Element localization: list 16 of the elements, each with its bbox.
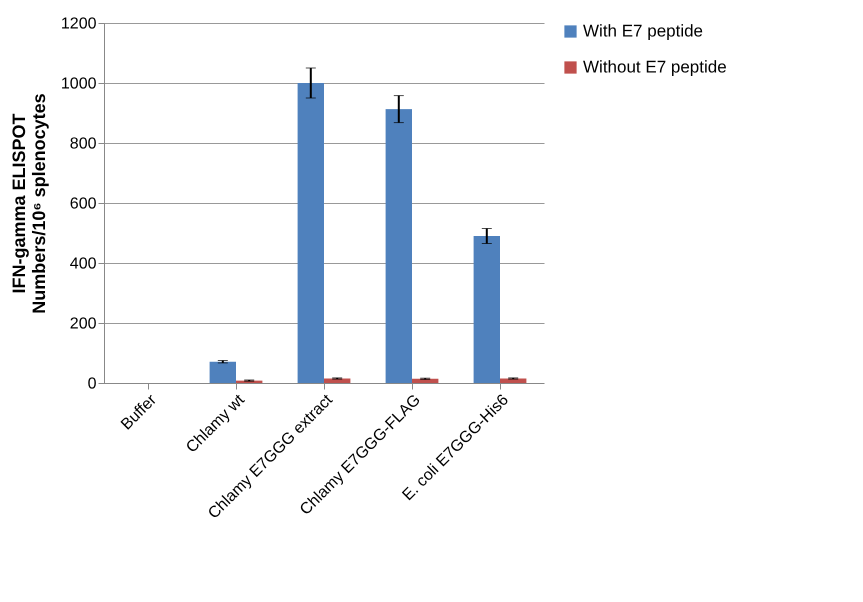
y-tick-label: 800	[70, 136, 97, 152]
bar	[210, 362, 236, 383]
bar	[474, 236, 500, 383]
y-tick-label: 1000	[60, 76, 97, 92]
y-tick-label: 200	[70, 316, 97, 332]
y-tick-label: 600	[70, 196, 97, 212]
bar	[386, 109, 412, 383]
bar	[500, 378, 526, 383]
legend-label: Without E7 peptide	[583, 58, 727, 76]
y-tick-label: 400	[70, 256, 97, 272]
y-axis-title: IFN-gamma ELISPOT Numbers/10⁶ splenocytes	[8, 93, 49, 314]
legend-label: With E7 peptide	[583, 22, 704, 40]
y-tick-label: 1200	[60, 16, 97, 32]
y-tick-label: 0	[88, 376, 97, 392]
bar	[324, 378, 350, 383]
bar	[298, 83, 324, 383]
